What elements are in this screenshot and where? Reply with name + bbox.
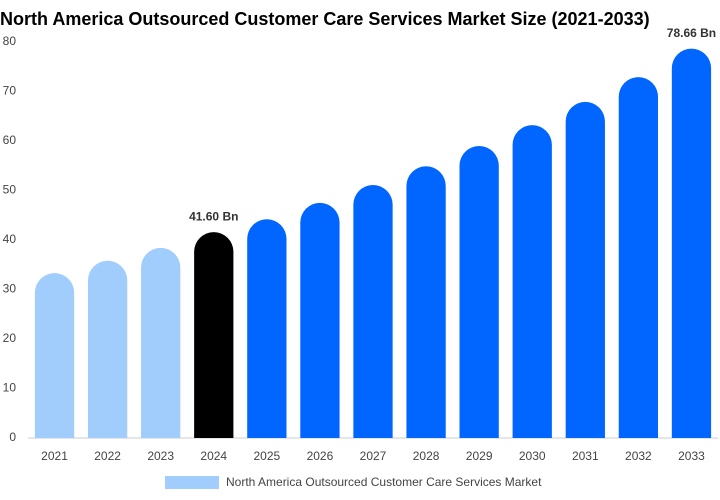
- bar: [141, 247, 181, 438]
- x-tick-label: 2026: [307, 449, 334, 463]
- y-tick-label: 10: [3, 381, 17, 395]
- y-tick-label: 40: [3, 232, 17, 246]
- y-tick-label: 30: [3, 282, 17, 296]
- bar: [618, 77, 659, 438]
- x-tick-label: 2022: [94, 449, 121, 463]
- y-tick-label: 50: [3, 183, 17, 197]
- value-label: 41.60 Bn: [189, 209, 238, 223]
- bar: [34, 273, 75, 438]
- x-tick-label: 2021: [41, 449, 68, 463]
- bar: [87, 260, 128, 438]
- y-tick-label: 60: [3, 133, 17, 147]
- x-tick-label: 2030: [519, 449, 546, 463]
- x-tick-label: 2031: [572, 449, 599, 463]
- bar: [406, 166, 446, 438]
- value-label: 78.66 Bn: [667, 26, 716, 40]
- bar: [565, 101, 605, 438]
- y-tick-label: 70: [3, 84, 17, 98]
- bar: [300, 202, 340, 438]
- bar: [194, 232, 234, 438]
- bar: [247, 219, 287, 438]
- bar: [353, 185, 393, 438]
- y-tick-label: 80: [3, 34, 17, 48]
- x-tick-label: 2029: [466, 449, 493, 463]
- chart-title: North America Outsourced Customer Care S…: [0, 9, 650, 29]
- x-tick-label: 2027: [360, 449, 387, 463]
- x-tick-label: 2028: [413, 449, 440, 463]
- x-tick-label: 2024: [200, 449, 227, 463]
- legend-swatch: [165, 476, 219, 489]
- x-tick-label: 2023: [147, 449, 174, 463]
- y-tick-label: 20: [3, 331, 17, 345]
- y-tick-label: 0: [9, 430, 16, 444]
- bar: [459, 145, 499, 438]
- x-tick-label: 2025: [253, 449, 280, 463]
- bar: [512, 125, 552, 438]
- x-tick-label: 2033: [678, 449, 705, 463]
- bar: [671, 48, 712, 439]
- x-tick-label: 2032: [625, 449, 652, 463]
- legend-label: North America Outsourced Customer Care S…: [226, 475, 542, 489]
